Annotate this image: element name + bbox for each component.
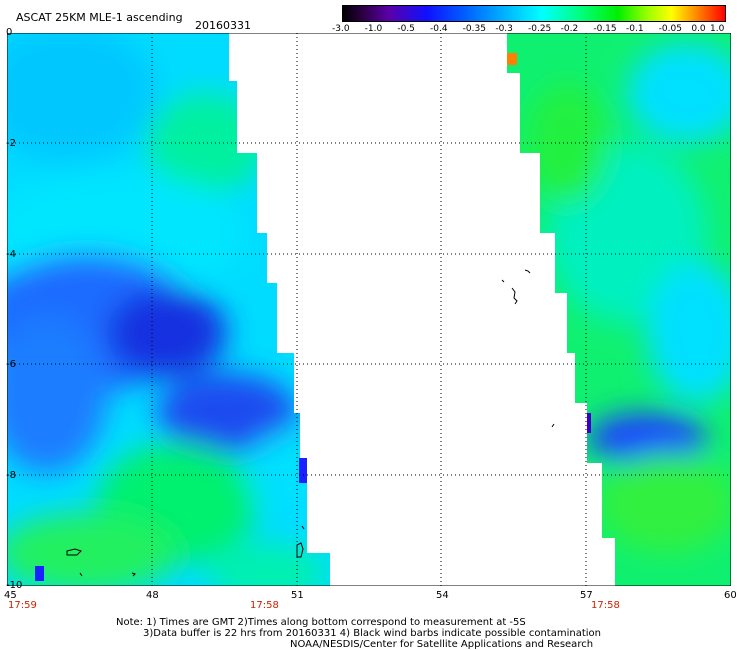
time-label-right: 17:58	[591, 600, 620, 611]
y-label-5: -10	[6, 580, 23, 591]
y-label-1: -2	[6, 138, 16, 149]
x-label-5: 60	[724, 590, 737, 601]
island-outlines	[66, 269, 555, 577]
map-title: ASCAT 25KM MLE-1 ascending	[16, 11, 183, 24]
color-tick-label: 1.0	[710, 24, 725, 34]
color-tick-label: -0.1	[626, 24, 644, 34]
color-tick-label: -0.3	[495, 24, 513, 34]
color-scale-bar	[342, 5, 726, 22]
color-tick-label: -0.5	[397, 24, 415, 34]
note-line-2: 3)Data buffer is 22 hrs from 20160331 4)…	[143, 628, 601, 639]
left-swath	[7, 33, 330, 586]
y-label-2: -4	[6, 249, 16, 260]
x-label-1: 48	[146, 590, 159, 601]
x-label-0: 45	[4, 590, 17, 601]
map-date: 20160331	[195, 19, 251, 32]
graticule	[7, 33, 731, 586]
color-tick-label: -0.35	[462, 24, 486, 34]
time-label-left: 17:59	[8, 600, 37, 611]
color-tick-label: 0.0	[691, 24, 706, 34]
y-label-0: 0	[6, 27, 13, 38]
swath-map	[7, 33, 731, 586]
color-tick-label: -1.0	[364, 24, 383, 34]
color-tick-label: -0.4	[430, 24, 448, 34]
note-line-1: Note: 1) Times are GMT 2)Times along bot…	[116, 617, 526, 628]
color-tick-label: -0.15	[593, 24, 617, 34]
x-label-2: 51	[291, 590, 304, 601]
x-label-3: 54	[436, 590, 449, 601]
y-label-3: -6	[6, 359, 16, 370]
time-label-mid: 17:58	[250, 600, 279, 611]
color-tick-label: -0.25	[528, 24, 552, 34]
right-swath	[507, 33, 731, 586]
x-label-4: 57	[580, 590, 593, 601]
color-tick-label: -0.2	[560, 24, 579, 34]
color-tick-label: -0.05	[658, 24, 682, 34]
color-tick-label: -3.0	[332, 24, 350, 34]
y-label-4: -8	[6, 470, 16, 481]
note-line-3: NOAA/NESDIS/Center for Satellite Applica…	[290, 639, 594, 650]
